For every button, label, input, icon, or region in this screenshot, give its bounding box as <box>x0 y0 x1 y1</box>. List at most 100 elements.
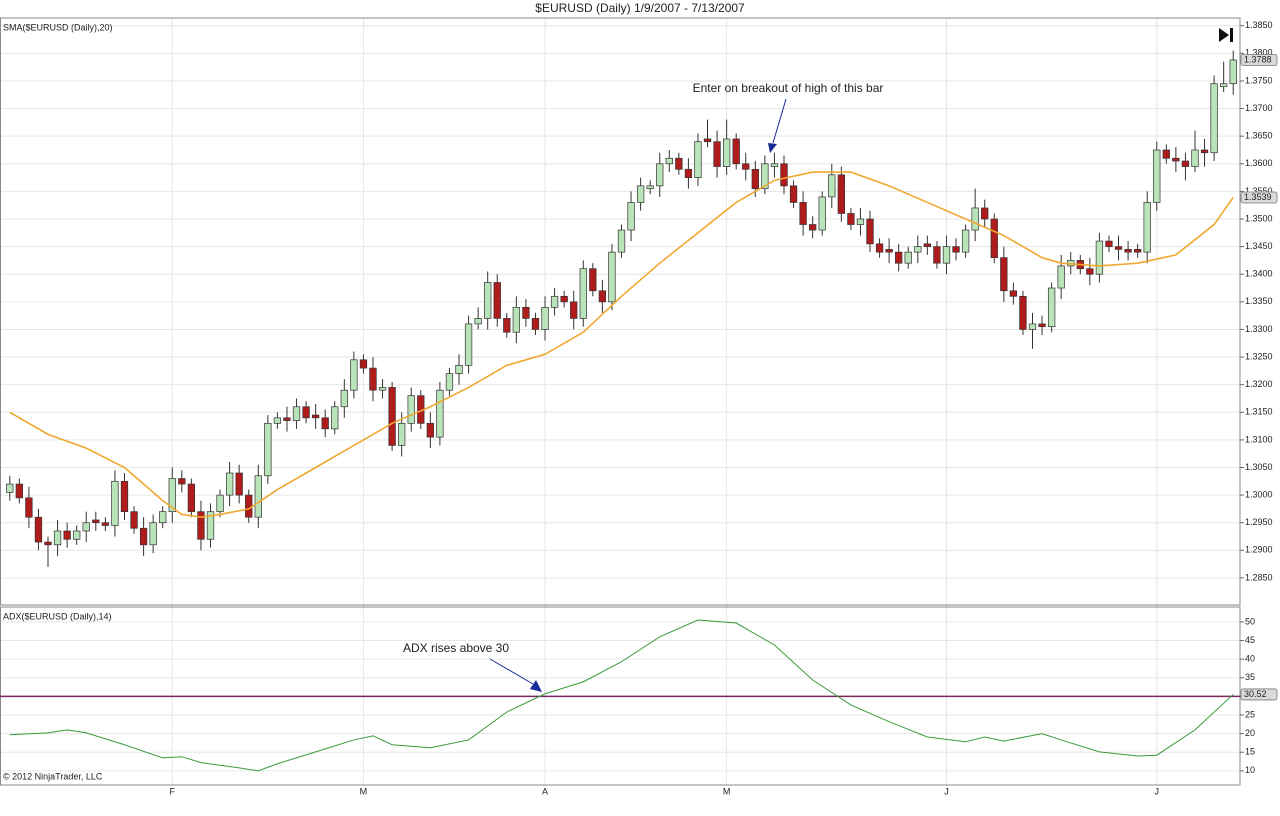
y-tick-label: 35 <box>1245 672 1255 682</box>
candle-body <box>426 422 434 438</box>
x-tick-label: M <box>723 786 731 796</box>
x-tick-label: F <box>170 786 176 796</box>
candle-body <box>225 472 234 496</box>
annotation-arrowhead <box>768 143 777 153</box>
candle-body <box>264 422 272 477</box>
y-tick-label: 1.3050 <box>1245 462 1273 472</box>
candle-body <box>235 472 243 496</box>
candle-body <box>378 387 387 391</box>
x-tick-label: A <box>542 786 548 796</box>
candle-body <box>1047 287 1056 328</box>
candle-body <box>904 251 912 264</box>
panel-label: SMA($EURUSD (Daily),20) <box>3 22 113 32</box>
candle-body <box>617 229 626 253</box>
candle-body <box>818 196 826 231</box>
panel-label: ADX($EURUSD (Daily),14) <box>3 611 112 621</box>
candle-body <box>971 207 979 231</box>
play-bar[interactable] <box>1230 28 1233 42</box>
y-tick-label: 1.3850 <box>1245 20 1273 30</box>
candle-body <box>407 395 415 424</box>
candle-body <box>15 483 23 499</box>
value-label: 1.3788 <box>1244 54 1272 64</box>
candle-body <box>895 251 903 264</box>
candle-body <box>1172 157 1180 162</box>
candle-body <box>139 527 148 546</box>
candle-body <box>780 163 788 187</box>
candle-body <box>847 213 855 225</box>
candle-body <box>178 478 186 485</box>
candle-body <box>1153 149 1161 203</box>
x-tick-label: J <box>1155 786 1160 796</box>
candle-body <box>809 224 817 231</box>
candle-body <box>1086 268 1094 275</box>
candle-body <box>990 218 998 259</box>
play-triangle[interactable] <box>1219 28 1229 42</box>
candle-body <box>1181 160 1190 167</box>
annotation-arrowhead <box>530 680 542 692</box>
candle-body <box>130 511 138 529</box>
candle-body <box>1038 323 1046 328</box>
candle-body <box>321 417 329 430</box>
y-tick-label: 1.2850 <box>1245 572 1273 582</box>
y-tick-label: 1.3700 <box>1245 103 1273 113</box>
candle-body <box>273 417 282 424</box>
annotation-arrow <box>772 98 787 144</box>
candle-body <box>522 307 530 319</box>
candle-body <box>512 307 521 333</box>
candle-body <box>484 282 492 319</box>
candle-body <box>713 141 721 167</box>
candle-body <box>961 229 970 253</box>
candle-body <box>684 168 693 178</box>
candle-body <box>311 414 320 419</box>
y-tick-label: 40 <box>1245 654 1255 664</box>
x-tick-label: J <box>944 786 949 796</box>
candle-body <box>92 519 100 524</box>
candle-body <box>1028 323 1037 330</box>
candle-body <box>608 251 616 303</box>
candle-body <box>866 218 874 245</box>
candle-body <box>531 318 540 330</box>
candle-body <box>1133 249 1142 253</box>
candle-body <box>799 202 807 225</box>
value-label-box <box>1240 54 1278 66</box>
candle-body <box>216 494 224 513</box>
candle-body <box>120 480 129 513</box>
candle-body <box>856 218 865 225</box>
y-tick-label: 1.3250 <box>1245 351 1273 361</box>
candle-body <box>636 185 645 203</box>
candle-body <box>1009 290 1018 297</box>
y-tick-label: 1.3100 <box>1245 434 1273 444</box>
candle-body <box>206 511 215 540</box>
candle-body <box>1019 295 1027 330</box>
candle-body <box>646 185 654 189</box>
y-tick-label: 1.3450 <box>1245 241 1273 251</box>
candle-body <box>292 406 301 421</box>
candle-body <box>82 522 90 532</box>
candle-body <box>914 246 922 253</box>
candle-body <box>1095 240 1104 275</box>
annotation: Enter on breakout of high of this bar <box>693 81 884 95</box>
play-icon[interactable] <box>1219 28 1233 42</box>
candle-body <box>627 202 635 231</box>
candle-body <box>73 530 81 540</box>
candle-body <box>302 406 310 419</box>
candle-body <box>44 541 52 546</box>
sma-line <box>9 171 1234 519</box>
candle-body <box>34 516 43 543</box>
candle-body <box>149 522 157 546</box>
candle-body <box>159 511 167 524</box>
candle-body <box>770 163 779 167</box>
y-tick-label: 1.3150 <box>1245 407 1273 417</box>
y-tick-label: 1.3600 <box>1245 158 1273 168</box>
candle-body <box>1210 83 1218 154</box>
candle-body <box>388 387 396 446</box>
candle-body <box>570 301 578 319</box>
candle-body <box>1000 257 1008 292</box>
candle-body <box>550 295 559 308</box>
candle-body <box>101 522 110 526</box>
candle-body <box>359 359 368 369</box>
y-tick-label: 1.3800 <box>1245 48 1273 58</box>
